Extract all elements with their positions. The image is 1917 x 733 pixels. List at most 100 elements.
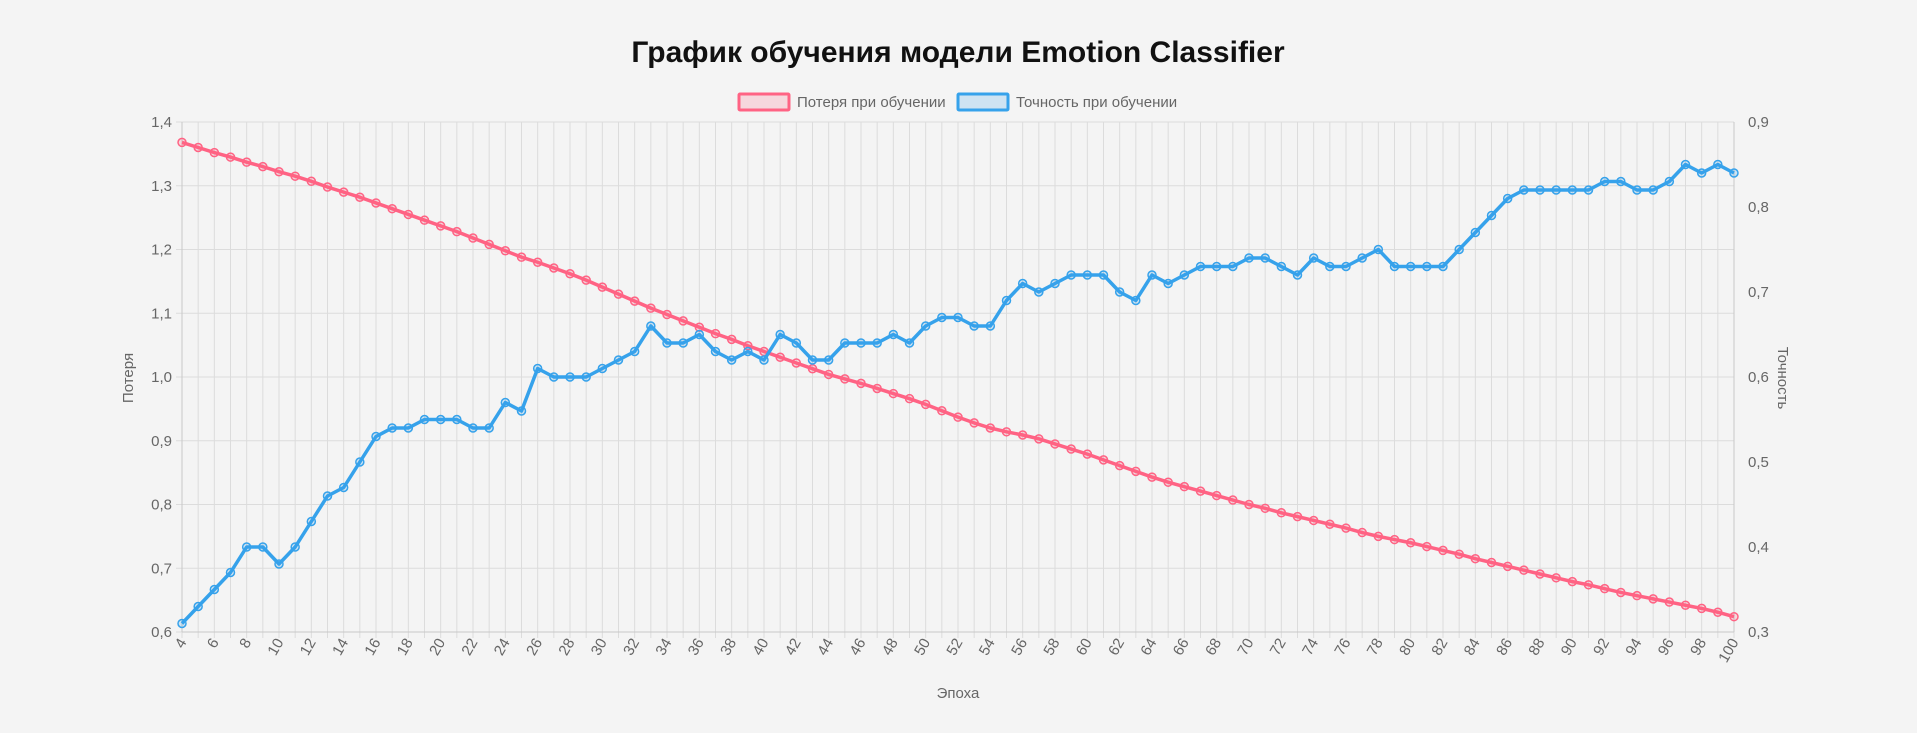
- data-point-loss[interactable]: [1098, 455, 1109, 465]
- data-point-accuracy[interactable]: [726, 355, 737, 365]
- data-point-accuracy[interactable]: [953, 312, 963, 323]
- data-point-accuracy[interactable]: [1599, 176, 1610, 187]
- data-point-accuracy[interactable]: [1066, 270, 1076, 280]
- data-point-accuracy[interactable]: [775, 329, 785, 340]
- data-point-accuracy[interactable]: [791, 338, 802, 348]
- data-point-accuracy[interactable]: [840, 338, 850, 348]
- data-point-accuracy[interactable]: [403, 423, 414, 433]
- data-point-accuracy[interactable]: [823, 355, 834, 365]
- data-point-loss[interactable]: [1405, 538, 1416, 548]
- data-point-accuracy[interactable]: [355, 457, 365, 467]
- data-point-accuracy[interactable]: [581, 372, 591, 382]
- data-point-loss[interactable]: [1292, 511, 1303, 522]
- data-point-loss[interactable]: [1050, 439, 1060, 449]
- data-point-accuracy[interactable]: [1195, 261, 1206, 272]
- data-point-accuracy[interactable]: [1502, 193, 1513, 204]
- data-point-accuracy[interactable]: [1228, 261, 1238, 272]
- data-point-accuracy[interactable]: [452, 414, 462, 425]
- data-point-loss[interactable]: [1179, 481, 1190, 492]
- data-point-loss[interactable]: [726, 334, 737, 345]
- data-point-loss[interactable]: [500, 246, 511, 256]
- data-point-accuracy[interactable]: [500, 397, 511, 408]
- data-point-loss[interactable]: [597, 282, 608, 292]
- data-point-loss[interactable]: [1664, 597, 1675, 607]
- data-point-loss[interactable]: [371, 198, 381, 208]
- data-point-accuracy[interactable]: [597, 363, 608, 374]
- data-point-accuracy[interactable]: [1519, 185, 1529, 195]
- data-point-accuracy[interactable]: [1405, 261, 1416, 272]
- data-point-loss[interactable]: [1341, 523, 1351, 533]
- data-point-accuracy[interactable]: [193, 601, 203, 612]
- data-point-loss[interactable]: [387, 203, 397, 214]
- data-point-accuracy[interactable]: [888, 329, 899, 340]
- data-point-accuracy[interactable]: [1535, 185, 1545, 195]
- data-point-loss[interactable]: [662, 309, 672, 320]
- data-point-accuracy[interactable]: [1357, 253, 1367, 263]
- data-point-accuracy[interactable]: [565, 372, 575, 382]
- data-point-loss[interactable]: [888, 388, 899, 399]
- data-point-loss[interactable]: [549, 263, 559, 273]
- data-point-loss[interactable]: [1017, 430, 1028, 440]
- data-point-loss[interactable]: [920, 399, 931, 410]
- data-point-accuracy[interactable]: [435, 414, 446, 425]
- data-point-accuracy[interactable]: [1211, 261, 1222, 272]
- data-point-loss[interactable]: [791, 358, 802, 368]
- data-point-loss[interactable]: [1001, 427, 1012, 437]
- data-point-loss[interactable]: [1502, 561, 1513, 572]
- data-point-loss[interactable]: [1195, 486, 1206, 496]
- data-point-loss[interactable]: [1373, 531, 1384, 542]
- data-point-accuracy[interactable]: [856, 338, 866, 348]
- data-point-loss[interactable]: [1583, 580, 1594, 590]
- data-point-loss[interactable]: [694, 322, 705, 333]
- data-point-loss[interactable]: [1228, 495, 1238, 505]
- data-point-loss[interactable]: [629, 296, 640, 306]
- data-point-loss[interactable]: [1389, 534, 1400, 545]
- data-point-accuracy[interactable]: [387, 423, 397, 433]
- data-point-accuracy[interactable]: [1551, 185, 1561, 195]
- data-point-loss[interactable]: [1325, 519, 1335, 530]
- data-point-accuracy[interactable]: [1001, 295, 1012, 306]
- data-point-loss[interactable]: [1632, 590, 1642, 601]
- data-point-accuracy[interactable]: [1389, 261, 1400, 272]
- data-point-accuracy[interactable]: [1147, 270, 1157, 280]
- data-point-loss[interactable]: [823, 369, 834, 380]
- data-point-loss[interactable]: [209, 147, 220, 158]
- data-point-accuracy[interactable]: [678, 338, 688, 348]
- data-point-accuracy[interactable]: [1438, 261, 1448, 272]
- data-point-accuracy[interactable]: [1680, 159, 1691, 170]
- data-point-accuracy[interactable]: [484, 423, 494, 433]
- data-point-accuracy[interactable]: [743, 346, 753, 357]
- data-point-loss[interactable]: [1696, 603, 1707, 614]
- data-point-loss[interactable]: [1470, 553, 1481, 564]
- data-point-accuracy[interactable]: [1567, 185, 1578, 195]
- data-point-loss[interactable]: [710, 328, 721, 339]
- data-point-loss[interactable]: [1486, 557, 1497, 568]
- data-point-loss[interactable]: [1713, 607, 1723, 617]
- data-point-accuracy[interactable]: [985, 321, 996, 331]
- data-point-loss[interactable]: [1114, 460, 1125, 471]
- data-point-accuracy[interactable]: [1648, 185, 1658, 195]
- data-point-accuracy[interactable]: [759, 355, 769, 365]
- data-point-accuracy[interactable]: [1082, 270, 1093, 280]
- data-point-loss[interactable]: [193, 142, 203, 153]
- data-point-loss[interactable]: [1357, 527, 1367, 538]
- data-point-loss[interactable]: [1567, 576, 1578, 587]
- data-point-accuracy[interactable]: [1308, 253, 1319, 263]
- data-point-loss[interactable]: [904, 393, 915, 404]
- data-point-loss[interactable]: [1244, 499, 1254, 510]
- data-point-accuracy[interactable]: [1486, 210, 1497, 221]
- data-point-accuracy[interactable]: [241, 542, 252, 552]
- data-point-loss[interactable]: [452, 226, 462, 237]
- data-point-loss[interactable]: [177, 137, 187, 148]
- data-point-loss[interactable]: [1276, 508, 1287, 518]
- data-point-accuracy[interactable]: [1292, 270, 1303, 280]
- data-point-loss[interactable]: [1680, 600, 1691, 610]
- data-point-loss[interactable]: [1211, 490, 1222, 501]
- data-point-loss[interactable]: [306, 176, 317, 187]
- data-point-accuracy[interactable]: [290, 542, 300, 552]
- data-point-loss[interactable]: [1147, 472, 1157, 482]
- data-point-loss[interactable]: [581, 275, 591, 285]
- data-point-accuracy[interactable]: [1422, 261, 1432, 272]
- data-point-accuracy[interactable]: [371, 431, 381, 442]
- data-point-loss[interactable]: [1082, 449, 1093, 459]
